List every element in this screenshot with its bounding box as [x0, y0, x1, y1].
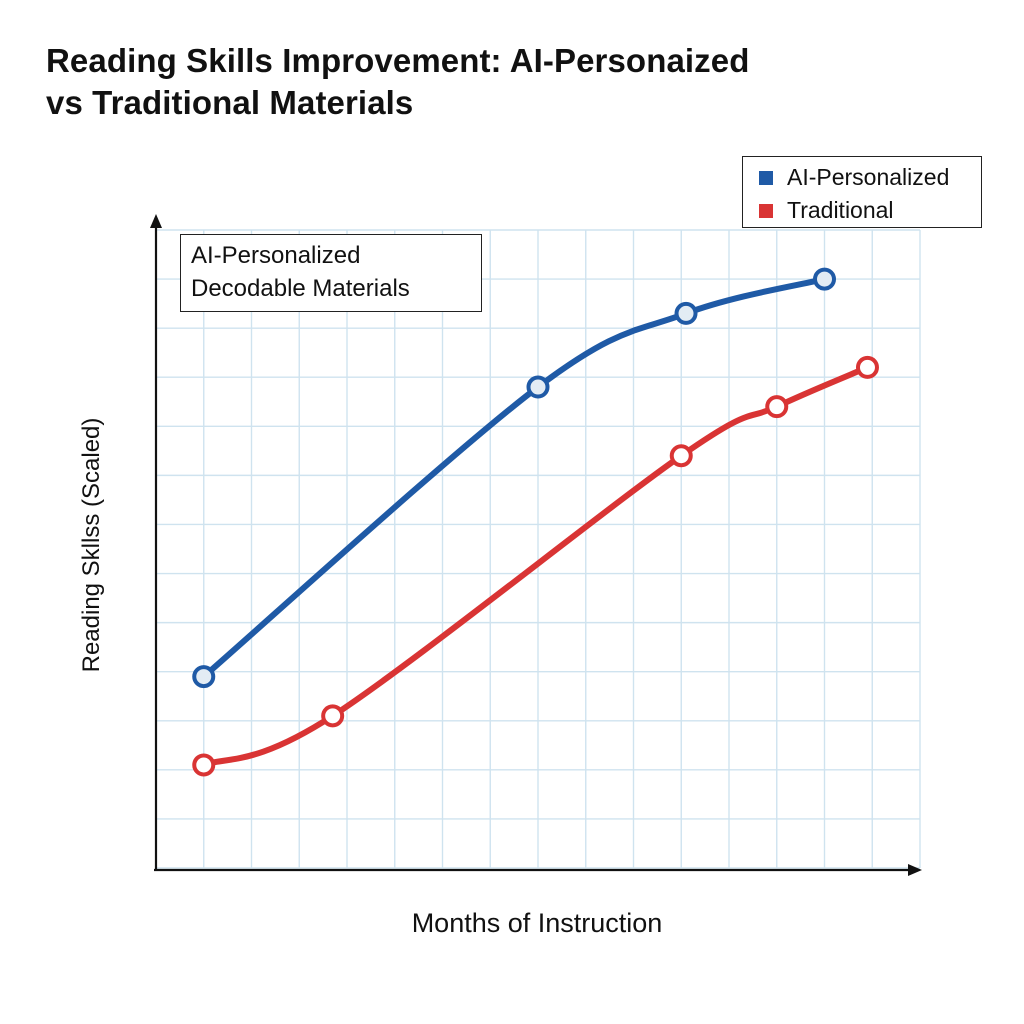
annotation-line-1: AI-Personalized [191, 242, 361, 269]
legend-item-traditional: Traditional [759, 194, 981, 227]
data-point-ai-personalized-1 [192, 665, 216, 689]
legend-swatch-ai-personalized [759, 170, 773, 185]
data-point-ai-personalized-2 [526, 375, 550, 399]
legend-label-ai-personalized: AI-Personalized [787, 164, 950, 190]
data-point-traditional-4 [765, 395, 789, 419]
legend-item-ai-personalized: AI-Personalized [759, 161, 981, 194]
chart-title-line-1: Reading Skills Improvement: AI-Personaiz… [46, 42, 750, 79]
data-point-ai-personalized-3 [674, 301, 698, 325]
data-point-traditional-2 [321, 704, 345, 728]
series-line-traditional [200, 364, 871, 768]
legend-swatch-traditional [759, 203, 773, 218]
annotation-line-2: Decodable Materials [191, 275, 410, 302]
x-axis-label: Months of Instruction [411, 908, 663, 938]
grid [155, 229, 921, 869]
legend: AI-Personalized Traditional [742, 156, 982, 228]
legend-label-traditional: Traditional [787, 197, 894, 223]
axes [150, 214, 922, 876]
series-line-ai-personalized [200, 276, 828, 680]
data-point-traditional-1 [192, 753, 216, 777]
chart-title: Reading Skills Improvement: AI-Personaiz… [46, 40, 946, 124]
series-points [192, 267, 879, 777]
y-axis-label: Reading Skllss (Scaled) [78, 417, 105, 673]
y-axis-arrow [150, 214, 162, 228]
data-point-ai-personalized-4 [813, 267, 836, 291]
data-point-traditional-5 [855, 355, 879, 379]
series-lines [200, 276, 871, 768]
data-point-traditional-3 [669, 444, 693, 468]
annotation-box: AI-Personalized Decodable Materials [180, 234, 482, 312]
x-axis-arrow [908, 864, 922, 876]
chart-title-line-2: vs Traditional Materials [46, 84, 414, 121]
